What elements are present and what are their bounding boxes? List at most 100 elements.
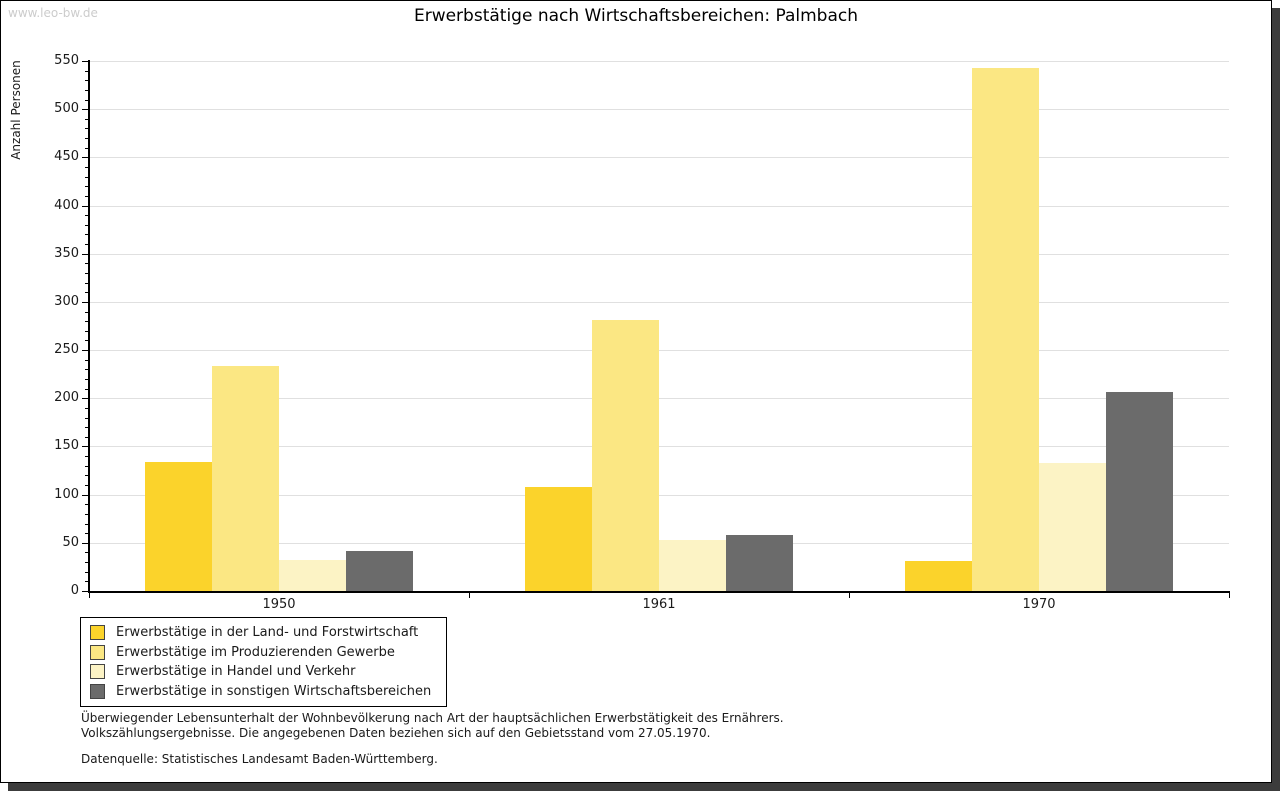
legend-swatch-icon — [90, 644, 105, 660]
bar-1970-series3 — [1039, 462, 1106, 591]
legend-swatch-icon — [90, 625, 105, 641]
y-axis-minor-tick — [85, 417, 88, 419]
y-axis-line — [88, 60, 90, 593]
y-axis-major-tick — [82, 542, 88, 544]
y-gridline — [89, 494, 1229, 496]
bar-1961-series4 — [726, 535, 793, 591]
y-axis-minor-tick — [85, 456, 88, 458]
y-gridline — [89, 109, 1229, 111]
x-axis-category-label: 1950 — [262, 597, 296, 612]
y-axis-minor-tick — [85, 138, 88, 140]
y-axis-minor-tick — [85, 571, 88, 573]
y-gridline — [89, 301, 1229, 303]
y-axis-minor-tick — [85, 99, 88, 101]
y-axis-minor-tick — [85, 273, 88, 274]
legend-item-1: Erwerbstätige in der Land- und Forstwirt… — [90, 623, 437, 643]
y-axis-minor-tick — [85, 436, 88, 438]
page-shadow-bottom — [8, 783, 1280, 791]
y-axis-minor-tick — [85, 224, 88, 226]
y-axis-minor-tick — [85, 234, 88, 236]
bar-1950-series4 — [346, 550, 413, 591]
y-axis-minor-tick — [85, 388, 88, 390]
y-axis-minor-tick — [85, 427, 88, 429]
legend-swatch-icon — [90, 683, 105, 699]
bar-1961-series1 — [525, 486, 592, 591]
y-axis-minor-tick — [85, 562, 88, 564]
y-gridline — [89, 446, 1229, 448]
legend-item-label: Erwerbstätige in sonstigen Wirtschaftsbe… — [116, 683, 432, 699]
y-axis-minor-tick — [85, 128, 88, 130]
y-axis-tick-label: 150 — [54, 438, 79, 454]
y-axis-minor-tick — [85, 485, 88, 486]
x-axis-tick — [1229, 593, 1230, 598]
y-axis-tick-label: 400 — [54, 197, 79, 213]
y-axis-minor-tick — [85, 475, 88, 477]
footnote-line-1: Überwiegender Lebensunterhalt der Wohnbe… — [81, 711, 784, 725]
y-gridline — [89, 253, 1229, 255]
y-axis-minor-tick — [85, 340, 88, 342]
y-gridline — [89, 205, 1229, 207]
y-axis-major-tick — [82, 61, 88, 62]
y-axis-minor-tick — [85, 321, 88, 323]
y-axis-minor-tick — [85, 311, 88, 313]
y-gridline — [89, 350, 1229, 352]
y-axis-minor-tick — [85, 369, 88, 371]
y-axis-minor-tick — [85, 176, 88, 178]
y-axis-major-tick — [82, 205, 88, 207]
y-axis-tick-label: 300 — [54, 293, 79, 309]
y-axis-minor-tick — [85, 465, 88, 467]
legend-item-label: Erwerbstätige in der Land- und Forstwirt… — [116, 625, 419, 641]
y-axis-minor-tick — [85, 513, 88, 515]
y-axis-major-tick — [82, 301, 88, 303]
y-axis-tick-label: 250 — [54, 342, 79, 358]
watermark: www.leo-bw.de — [8, 6, 98, 20]
bar-1950-series3 — [279, 560, 346, 591]
legend-box: Erwerbstätige in der Land- und Forstwirt… — [80, 617, 447, 707]
page-shadow-right — [1272, 8, 1280, 791]
plot-area: 0 50 100 150 200 250 300 350 400 450 500 550 1950 196… — [1, 1, 1271, 782]
y-axis-major-tick — [82, 398, 88, 400]
y-axis-minor-tick — [85, 533, 88, 535]
footnote-source: Datenquelle: Statistisches Landesamt Bad… — [81, 752, 438, 766]
x-axis-line — [88, 591, 1230, 593]
y-axis-tick-label: 450 — [54, 149, 79, 165]
legend-item-4: Erwerbstätige in sonstigen Wirtschaftsbe… — [90, 682, 437, 702]
y-axis-minor-tick — [85, 80, 88, 82]
y-axis-minor-tick — [85, 89, 88, 91]
bar-1950-series2 — [212, 366, 279, 591]
y-axis-tick-label: 500 — [54, 101, 79, 117]
legend-item-label: Erwerbstätige in Handel und Verkehr — [116, 664, 356, 680]
y-axis-minor-tick — [85, 407, 88, 409]
y-axis-minor-tick — [85, 244, 88, 246]
y-axis-major-tick — [82, 591, 88, 592]
y-axis-tick-label: 50 — [62, 534, 79, 550]
y-axis-tick-label: 200 — [54, 390, 79, 406]
y-axis-tick-label: 350 — [54, 245, 79, 261]
legend-item-2: Erwerbstätige im Produzierenden Gewerbe — [90, 643, 437, 663]
y-axis-minor-tick — [85, 195, 88, 197]
chart-title: Erwerbstätige nach Wirtschaftsbereichen:… — [413, 6, 859, 26]
y-axis-minor-tick — [85, 70, 88, 72]
y-axis-major-tick — [82, 350, 88, 352]
y-axis-minor-tick — [85, 215, 88, 217]
y-axis-minor-tick — [85, 523, 88, 525]
y-axis-minor-tick — [85, 581, 88, 583]
y-axis-minor-tick — [85, 282, 88, 284]
y-axis-minor-tick — [85, 552, 88, 554]
bar-1970-series4 — [1106, 392, 1173, 591]
bar-1970-series1 — [905, 561, 972, 591]
bar-1950-series1 — [145, 461, 212, 591]
x-axis-tick — [469, 593, 470, 598]
y-gridline — [89, 398, 1229, 400]
footnote-line-2: Volkszählungsergebnisse. Die angegebenen… — [81, 726, 711, 740]
legend-item-3: Erwerbstätige in Handel und Verkehr — [90, 662, 437, 682]
y-axis-tick-label: 0 — [70, 583, 79, 598]
y-axis-minor-tick — [85, 330, 88, 332]
y-axis-minor-tick — [85, 504, 88, 506]
y-axis-tick-label: 100 — [54, 486, 79, 502]
y-gridline — [89, 157, 1229, 159]
y-axis-minor-tick — [85, 167, 88, 168]
y-axis-minor-tick — [85, 263, 88, 265]
y-axis-major-tick — [82, 446, 88, 448]
